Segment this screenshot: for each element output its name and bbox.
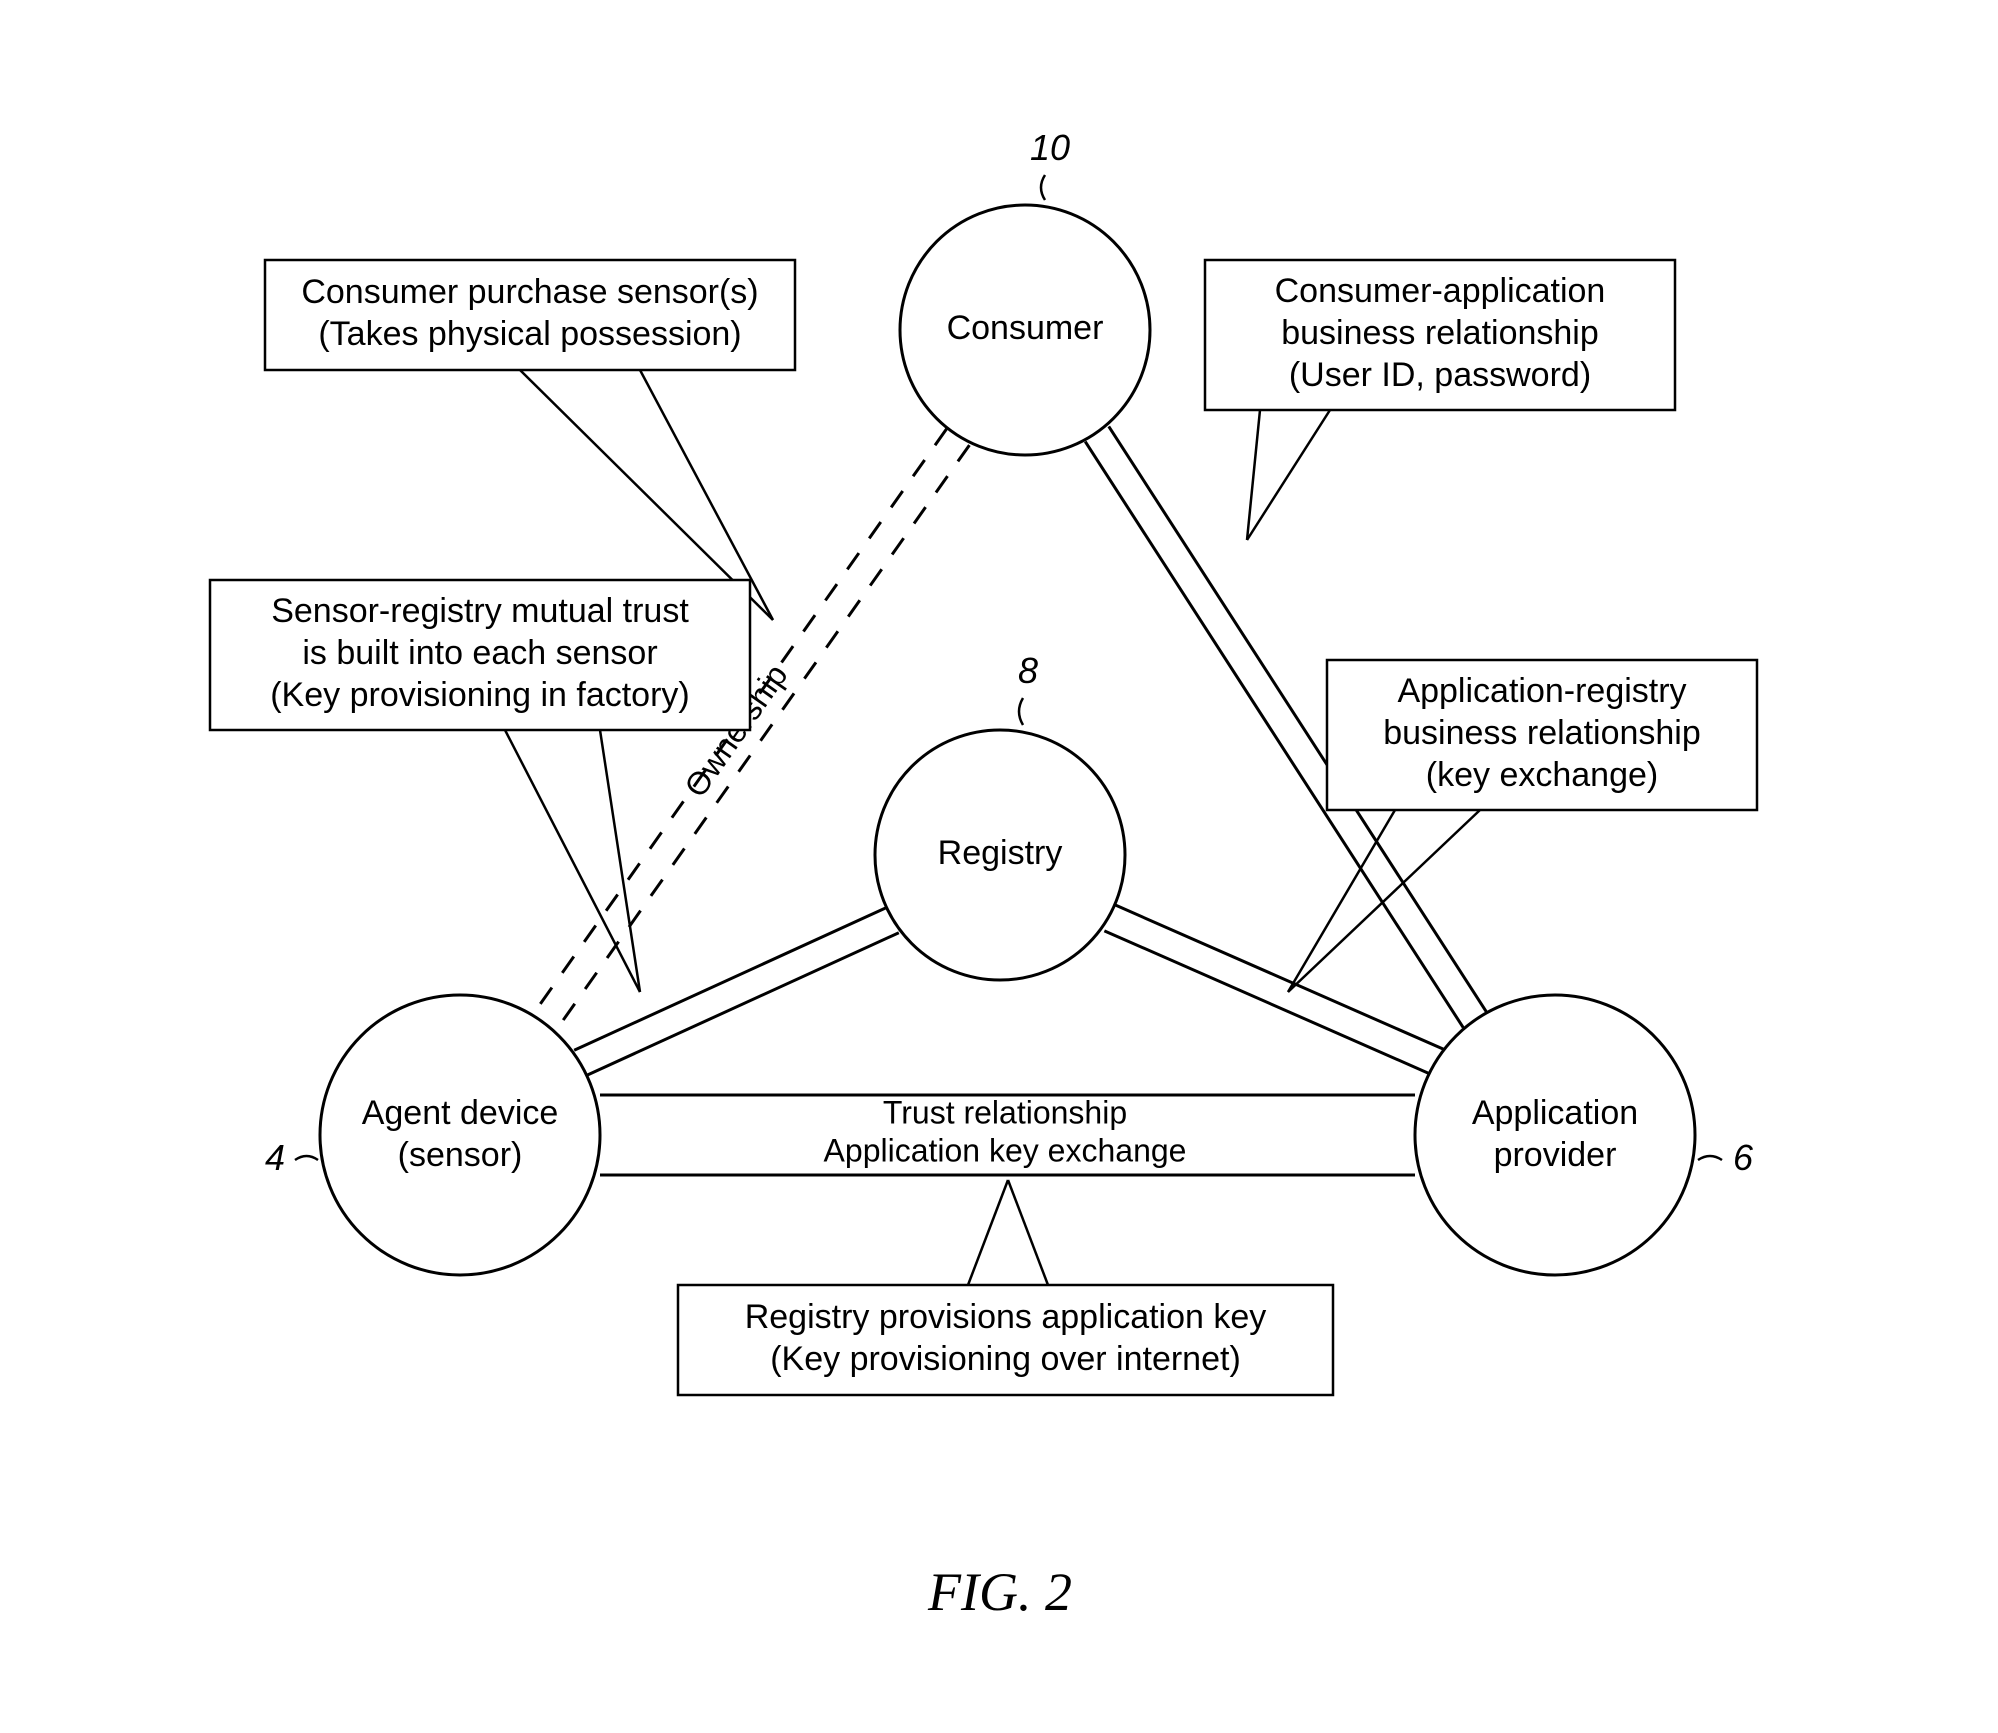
node-registry-label: Registry	[938, 834, 1063, 872]
node-application-provider: Application provider 6	[1415, 995, 1754, 1275]
node-consumer-refnum: 10	[1030, 127, 1070, 168]
callout-consumer-purchase-line2: (Takes physical possession)	[318, 315, 741, 353]
callout-consumer-app-relationship-line1: Consumer-application	[1275, 272, 1606, 310]
node-consumer-label: Consumer	[947, 309, 1104, 347]
callout-app-registry-relationship: Application-registry business relationshi…	[1327, 660, 1757, 810]
node-agent-device: Agent device (sensor) 4	[265, 995, 600, 1275]
leader-c4	[1288, 810, 1480, 992]
edge-label-appkey: Application key exchange	[824, 1132, 1187, 1168]
edge-agent-registry	[574, 907, 899, 1075]
edge-label-trust: Trust relationship	[883, 1094, 1127, 1130]
node-agent-device-label2: (sensor)	[398, 1136, 523, 1174]
node-consumer: Consumer 10	[900, 127, 1150, 455]
callout-sensor-registry-trust: Sensor-registry mutual trust is built int…	[210, 580, 750, 730]
callout-consumer-app-relationship: Consumer-application business relationshi…	[1205, 260, 1675, 410]
callout-registry-provisions-key: Registry provisions application key (Key …	[678, 1285, 1333, 1395]
callout-consumer-app-relationship-line2: business relationship	[1281, 314, 1599, 352]
node-application-provider-refnum: 6	[1733, 1137, 1754, 1178]
callout-sensor-registry-trust-line1: Sensor-registry mutual trust	[271, 592, 689, 630]
callout-registry-provisions-key-line2: (Key provisioning over internet)	[770, 1340, 1241, 1378]
callout-app-registry-relationship-line1: Application-registry	[1397, 672, 1686, 710]
callout-app-registry-relationship-line2: business relationship	[1383, 714, 1701, 752]
callout-consumer-purchase-line1: Consumer purchase sensor(s)	[301, 273, 758, 311]
callout-registry-provisions-key-line1: Registry provisions application key	[745, 1298, 1267, 1336]
callout-sensor-registry-trust-line2: is built into each sensor	[302, 634, 657, 672]
node-agent-device-refnum: 4	[265, 1137, 285, 1178]
leader-c2	[1247, 410, 1330, 540]
edge-app-registry	[1104, 905, 1445, 1076]
figure-caption: FIG. 2	[927, 1562, 1072, 1622]
node-agent-device-label1: Agent device	[362, 1094, 559, 1132]
callout-sensor-registry-trust-line3: (Key provisioning in factory)	[270, 676, 690, 714]
node-registry-refnum: 8	[1018, 650, 1038, 691]
leader-c3	[505, 730, 640, 992]
node-application-provider-label1: Application	[1472, 1094, 1638, 1132]
node-registry: Registry 8	[875, 650, 1125, 980]
callout-consumer-purchase: Consumer purchase sensor(s) (Takes physic…	[265, 260, 795, 370]
leader-c5	[968, 1180, 1048, 1285]
callout-app-registry-relationship-line3: (key exchange)	[1426, 756, 1658, 794]
node-application-provider-label2: provider	[1494, 1136, 1617, 1174]
callout-consumer-app-relationship-line3: (User ID, password)	[1289, 356, 1591, 394]
